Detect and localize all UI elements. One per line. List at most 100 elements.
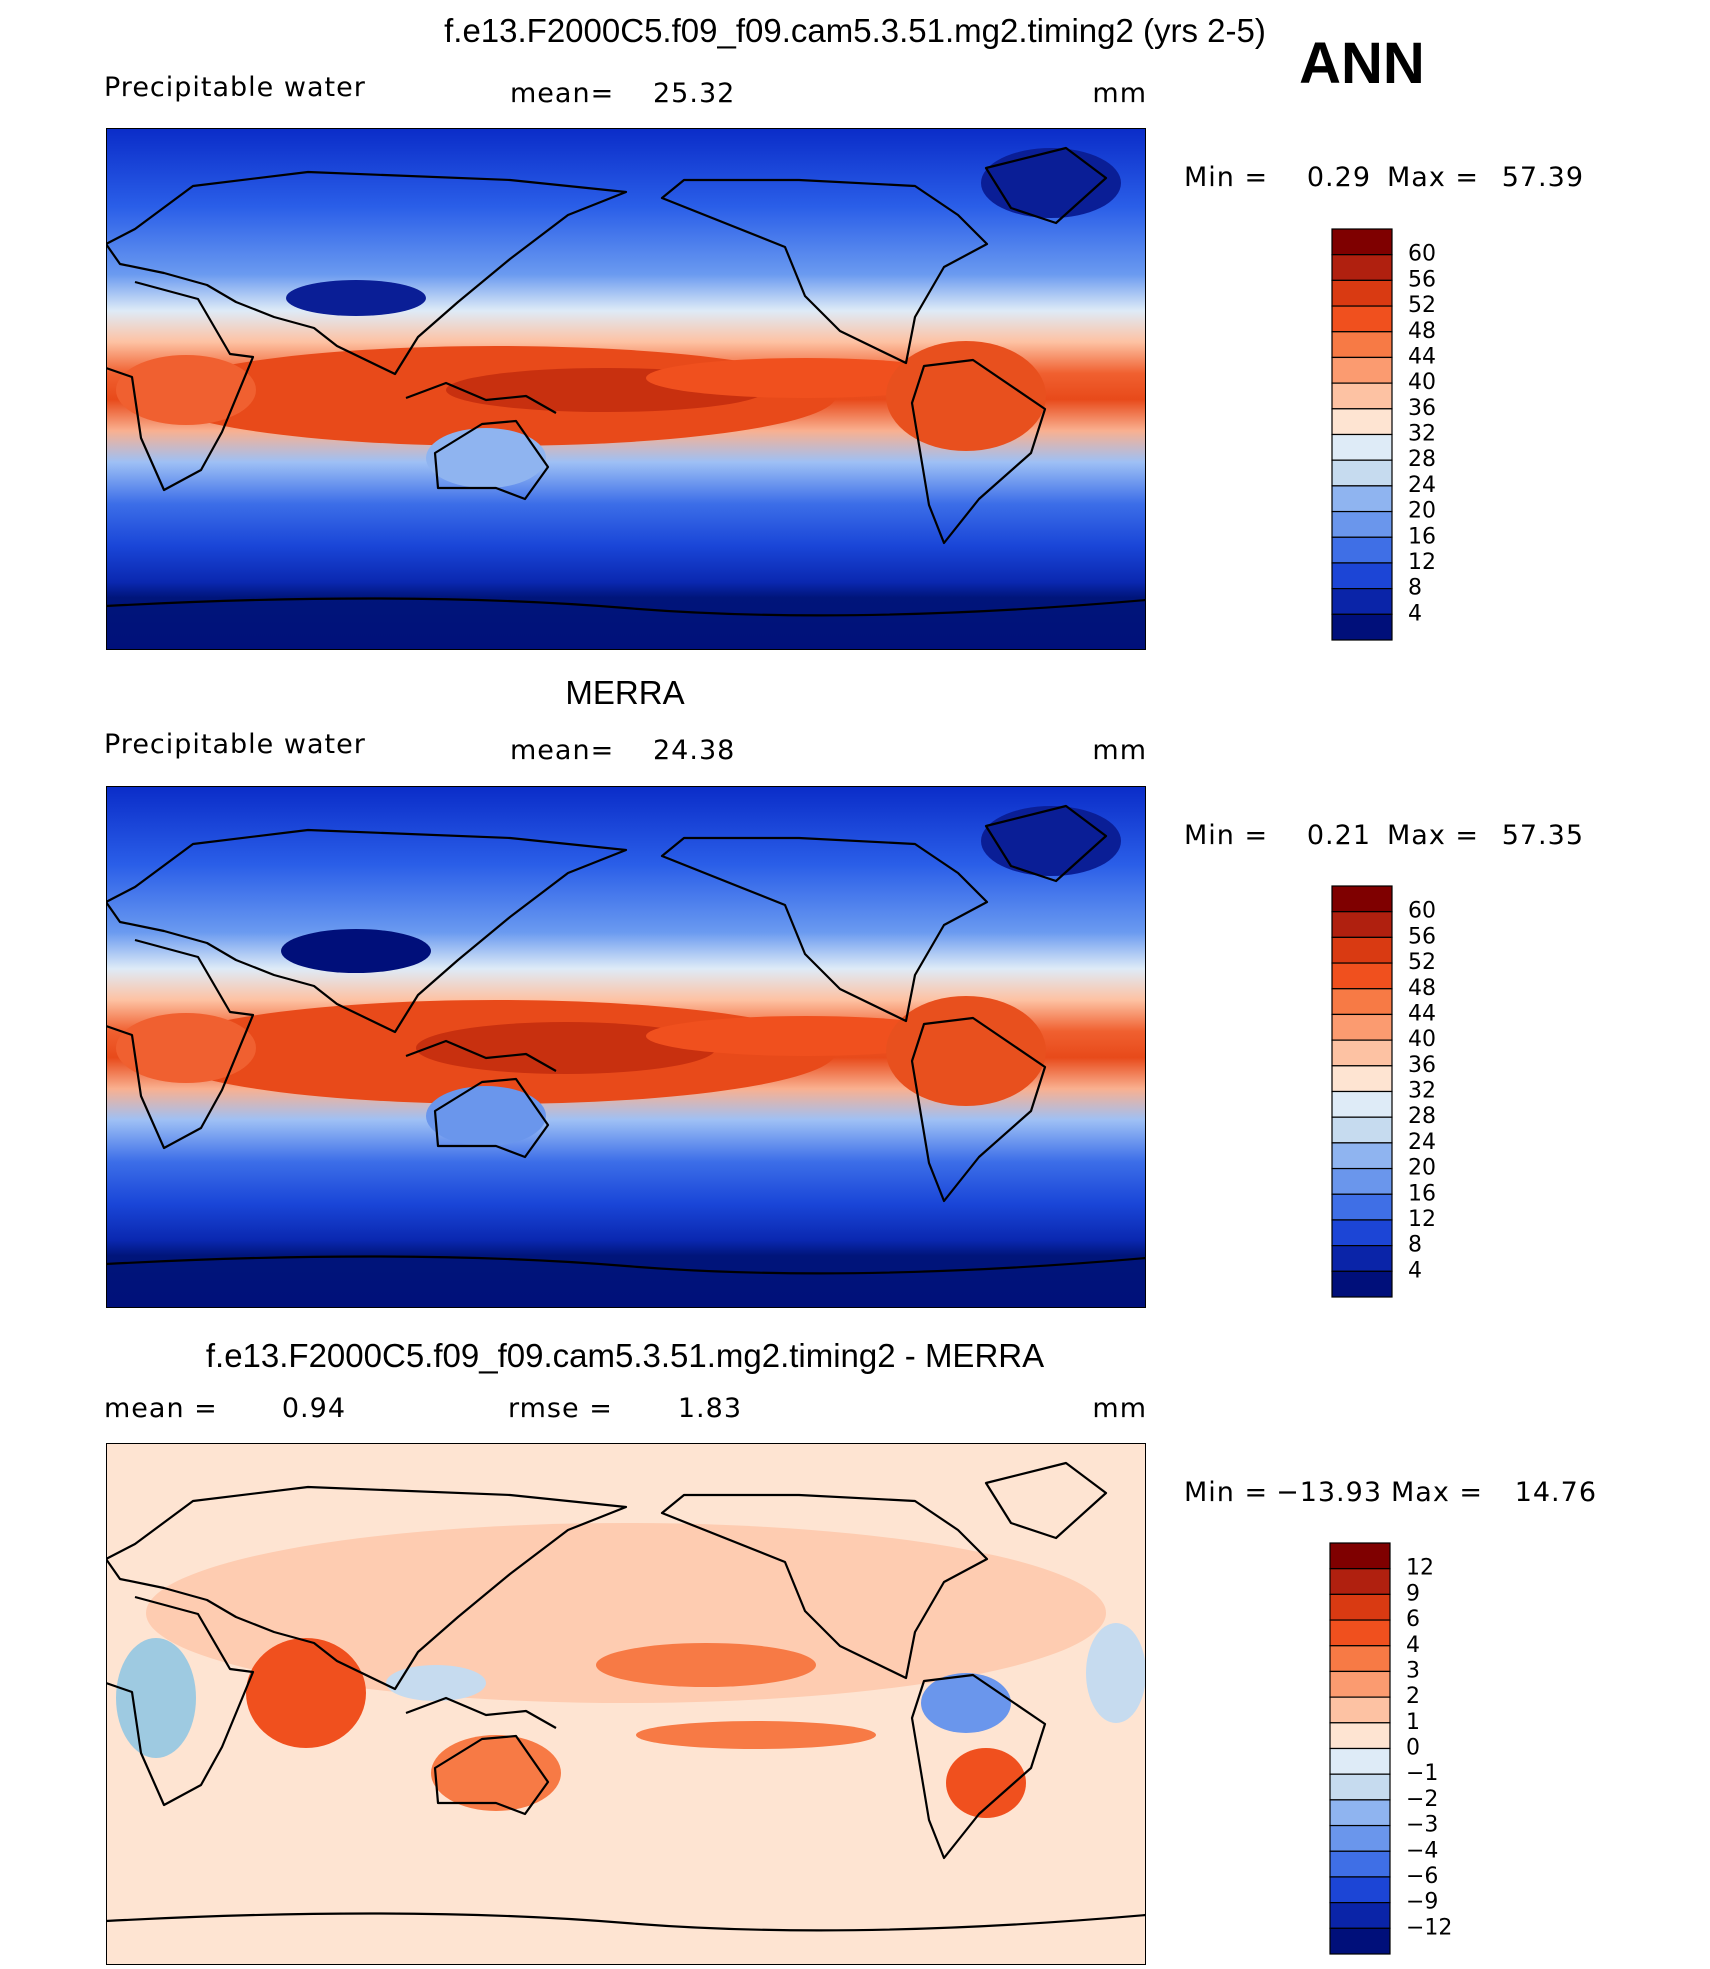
- colorbar-label: 1: [1406, 1710, 1420, 1735]
- colorbar-box: [1329, 1824, 1391, 1852]
- colorbar-box: [1331, 962, 1393, 990]
- colorbar-box: [1331, 613, 1393, 641]
- min-label: Min =: [1184, 1477, 1268, 1508]
- colorbar-label: 20: [1408, 499, 1436, 524]
- colorbar-box: [1331, 459, 1393, 487]
- colorbar-box: [1331, 331, 1393, 359]
- max-label: Max =: [1391, 1477, 1483, 1508]
- colorbar-box: [1331, 1245, 1393, 1272]
- colorbar-box: [1331, 1116, 1393, 1144]
- map: [106, 1443, 1146, 1965]
- variable-label: Precipitable water: [104, 72, 366, 103]
- colorbar-label: 52: [1408, 950, 1436, 975]
- panel-title: MERRA: [565, 674, 684, 711]
- colorbar-box: [1331, 1167, 1393, 1195]
- colorbar-label: 3: [1406, 1658, 1420, 1683]
- colorbar-label: 24: [1408, 473, 1436, 498]
- colorbar-label: −2: [1406, 1787, 1438, 1812]
- colorbar-box: [1331, 1013, 1393, 1041]
- colorbar-box: [1331, 1219, 1393, 1247]
- colorbar-label: −3: [1406, 1813, 1438, 1838]
- max-value: 57.35: [1502, 820, 1584, 851]
- colorbar-label: 48: [1408, 976, 1436, 1001]
- colorbar-box: [1331, 305, 1393, 333]
- colorbar-label: 36: [1408, 396, 1436, 421]
- colorbar-box: [1331, 1065, 1393, 1093]
- colorbar-label: 4: [1406, 1633, 1420, 1658]
- colorbar-box: [1329, 1593, 1391, 1621]
- colorbar-box: [1329, 1619, 1391, 1647]
- colorbar-label: 2: [1406, 1684, 1420, 1709]
- variable-label: Precipitable water: [104, 729, 366, 760]
- colorbar-box: [1331, 911, 1393, 938]
- colorbar-label: 0: [1406, 1736, 1420, 1761]
- colorbar-label: 4: [1408, 601, 1422, 626]
- colorbar-box: [1329, 1645, 1391, 1673]
- colorbar-label: 16: [1408, 1181, 1436, 1206]
- colorbar-label: 24: [1408, 1130, 1436, 1155]
- colorbar-label: 12: [1408, 550, 1436, 575]
- colorbar-box: [1331, 536, 1393, 564]
- units: mm: [1092, 78, 1147, 109]
- colorbar-box: [1331, 485, 1393, 513]
- stat-label: mean =: [104, 1393, 218, 1424]
- colorbar-box: [1331, 1193, 1393, 1221]
- colorbar-box: [1331, 936, 1393, 964]
- colorbar-box: [1329, 1850, 1391, 1878]
- colorbar-label: 56: [1408, 924, 1436, 949]
- colorbar-box: [1329, 1542, 1391, 1570]
- colorbar-box: [1329, 1696, 1391, 1724]
- colorbar-label: −6: [1406, 1864, 1438, 1889]
- min-value: 0.29: [1307, 162, 1371, 193]
- stat-label: mean=: [510, 78, 614, 109]
- map: [106, 128, 1146, 650]
- colorbar-box: [1329, 1799, 1391, 1827]
- colorbar-box: [1329, 1568, 1391, 1595]
- colorbar-box: [1331, 228, 1393, 256]
- colorbar-label: 32: [1408, 422, 1436, 447]
- panel-title: f.e13.F2000C5.f09_f09.cam5.3.51.mg2.timi…: [206, 1337, 1044, 1374]
- min-label: Min =: [1184, 820, 1268, 851]
- colorbar-label: 8: [1408, 1233, 1422, 1258]
- colorbar-box: [1331, 382, 1393, 410]
- colorbar-box: [1329, 1773, 1391, 1801]
- colorbar-label: 20: [1408, 1156, 1436, 1181]
- colorbar-box: [1331, 588, 1393, 615]
- colorbar-label: 48: [1408, 319, 1436, 344]
- colorbar-box: [1329, 1670, 1391, 1698]
- colorbar-label: 12: [1406, 1556, 1434, 1581]
- colorbar-box: [1331, 254, 1393, 281]
- stat-value: 24.38: [653, 735, 735, 766]
- colorbar-box: [1331, 279, 1393, 307]
- stat-label: mean=: [510, 735, 614, 766]
- colorbar-label: 12: [1408, 1207, 1436, 1232]
- colorbar-box: [1329, 1722, 1391, 1750]
- stat-value: 0.94: [282, 1393, 346, 1424]
- max-value: 14.76: [1515, 1477, 1597, 1508]
- colorbar-label: 44: [1408, 1001, 1436, 1026]
- stat2-label: rmse =: [508, 1393, 613, 1424]
- stat-value: 25.32: [653, 78, 735, 109]
- colorbar-box: [1329, 1747, 1391, 1775]
- min-label: Min =: [1184, 162, 1268, 193]
- colorbar-box: [1331, 356, 1393, 384]
- colorbar-label: 4: [1408, 1258, 1422, 1283]
- colorbar-label: −1: [1406, 1761, 1438, 1786]
- colorbar-box: [1331, 885, 1393, 913]
- units: mm: [1092, 1393, 1147, 1424]
- colorbar-box: [1331, 408, 1393, 436]
- colorbar-box: [1329, 1927, 1391, 1955]
- colorbar-box: [1331, 1039, 1393, 1067]
- colorbar-label: 60: [1408, 899, 1436, 924]
- colorbar-box: [1331, 1142, 1393, 1170]
- colorbar-box: [1331, 510, 1393, 538]
- colorbar-label: 40: [1408, 370, 1436, 395]
- colorbar-label: −12: [1406, 1915, 1452, 1940]
- colorbar-label: 44: [1408, 344, 1436, 369]
- colorbar-box: [1331, 562, 1393, 590]
- colorbar-label: 28: [1408, 1104, 1436, 1129]
- colorbar-box: [1331, 1270, 1393, 1298]
- colorbar-box: [1331, 988, 1393, 1016]
